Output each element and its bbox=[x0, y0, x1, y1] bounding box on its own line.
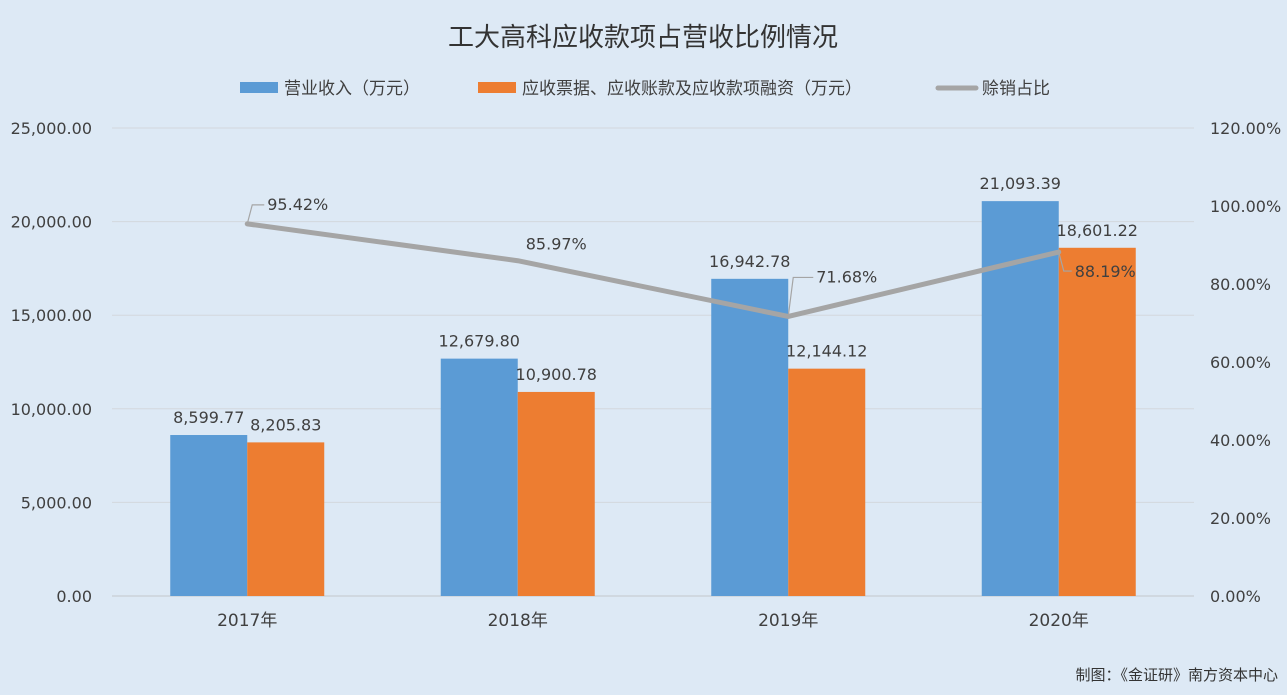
bar-label-revenue: 16,942.78 bbox=[709, 252, 790, 271]
right-tick-label: 60.00% bbox=[1210, 353, 1271, 372]
ratio-line-series bbox=[244, 221, 1062, 319]
ratio-label-leader bbox=[787, 276, 814, 317]
bar-label-revenue: 21,093.39 bbox=[980, 174, 1061, 193]
legend: 营业收入（万元） 应收票据、应收账款及应收款项融资（万元） 赊销占比 bbox=[240, 79, 1050, 99]
left-tick-label: 10,000.00 bbox=[11, 400, 92, 419]
bar-receivables bbox=[1058, 247, 1136, 596]
legend-swatch-receivables bbox=[478, 82, 516, 93]
legend-label-receivables: 应收票据、应收账款及应收款项融资（万元） bbox=[522, 79, 862, 99]
left-tick-label: 0.00 bbox=[56, 587, 92, 606]
ratio-data-label: 71.68% bbox=[816, 267, 877, 286]
ratio-data-label: 85.97% bbox=[526, 235, 587, 254]
right-tick-label: 40.00% bbox=[1210, 431, 1271, 450]
ratio-label-leader bbox=[246, 204, 265, 225]
bar-revenue bbox=[440, 358, 518, 596]
left-tick-label: 20,000.00 bbox=[11, 213, 92, 232]
bar-receivables bbox=[247, 442, 325, 596]
x-tick-label: 2018年 bbox=[488, 611, 548, 631]
legend-label-ratio: 赊销占比 bbox=[982, 79, 1050, 99]
bar-label-revenue: 12,679.80 bbox=[439, 332, 520, 351]
bars bbox=[170, 201, 1136, 596]
left-axis: 0.00 5,000.00 10,000.00 15,000.00 20,000.00 2… bbox=[11, 119, 92, 606]
bar-label-receivables: 10,900.78 bbox=[516, 365, 597, 384]
bar-revenue bbox=[711, 278, 789, 596]
bar-revenue bbox=[170, 435, 248, 596]
chart-title: 工大高科应收款项占营收比例情况 bbox=[448, 23, 838, 53]
x-tick-label: 2019年 bbox=[758, 611, 818, 631]
left-tick-label: 15,000.00 bbox=[11, 306, 92, 325]
bar-receivables bbox=[788, 368, 866, 596]
x-axis: 2017年 2018年 2019年 2020年 bbox=[217, 611, 1089, 631]
ratio-data-label: 88.19% bbox=[1075, 262, 1136, 281]
bar-label-receivables: 8,205.83 bbox=[250, 415, 321, 434]
left-tick-label: 25,000.00 bbox=[11, 119, 92, 138]
bar-receivables bbox=[517, 391, 595, 596]
ratio-data-labels: 95.42% 85.97% 71.68% 88.19% bbox=[246, 195, 1136, 317]
right-tick-label: 80.00% bbox=[1210, 275, 1271, 294]
bar-label-receivables: 18,601.22 bbox=[1057, 221, 1138, 240]
ratio-data-label: 95.42% bbox=[267, 195, 328, 214]
legend-swatch-revenue bbox=[240, 82, 278, 93]
x-tick-label: 2017年 bbox=[217, 611, 277, 631]
ratio-line bbox=[244, 221, 1062, 319]
x-tick-label: 2020年 bbox=[1029, 611, 1089, 631]
right-tick-label: 20.00% bbox=[1210, 509, 1271, 528]
credit-text: 制图：《金证研》南方资本中心 bbox=[1075, 666, 1278, 684]
bar-data-labels: 8,599.77 8,205.83 12,679.80 10,900.78 16,942… bbox=[173, 174, 1138, 434]
left-tick-label: 5,000.00 bbox=[21, 493, 92, 512]
bar-label-revenue: 8,599.77 bbox=[173, 408, 244, 427]
right-tick-label: 0.00% bbox=[1210, 587, 1261, 606]
right-tick-label: 120.00% bbox=[1210, 119, 1281, 138]
ratio-label-leader bbox=[1058, 251, 1072, 272]
right-axis: 0.00% 20.00% 40.00% 60.00% 80.00% 100.00% 120.… bbox=[1210, 119, 1281, 606]
bar-label-receivables: 12,144.12 bbox=[786, 342, 867, 361]
right-tick-label: 100.00% bbox=[1210, 197, 1281, 216]
legend-label-revenue: 营业收入（万元） bbox=[284, 79, 420, 99]
